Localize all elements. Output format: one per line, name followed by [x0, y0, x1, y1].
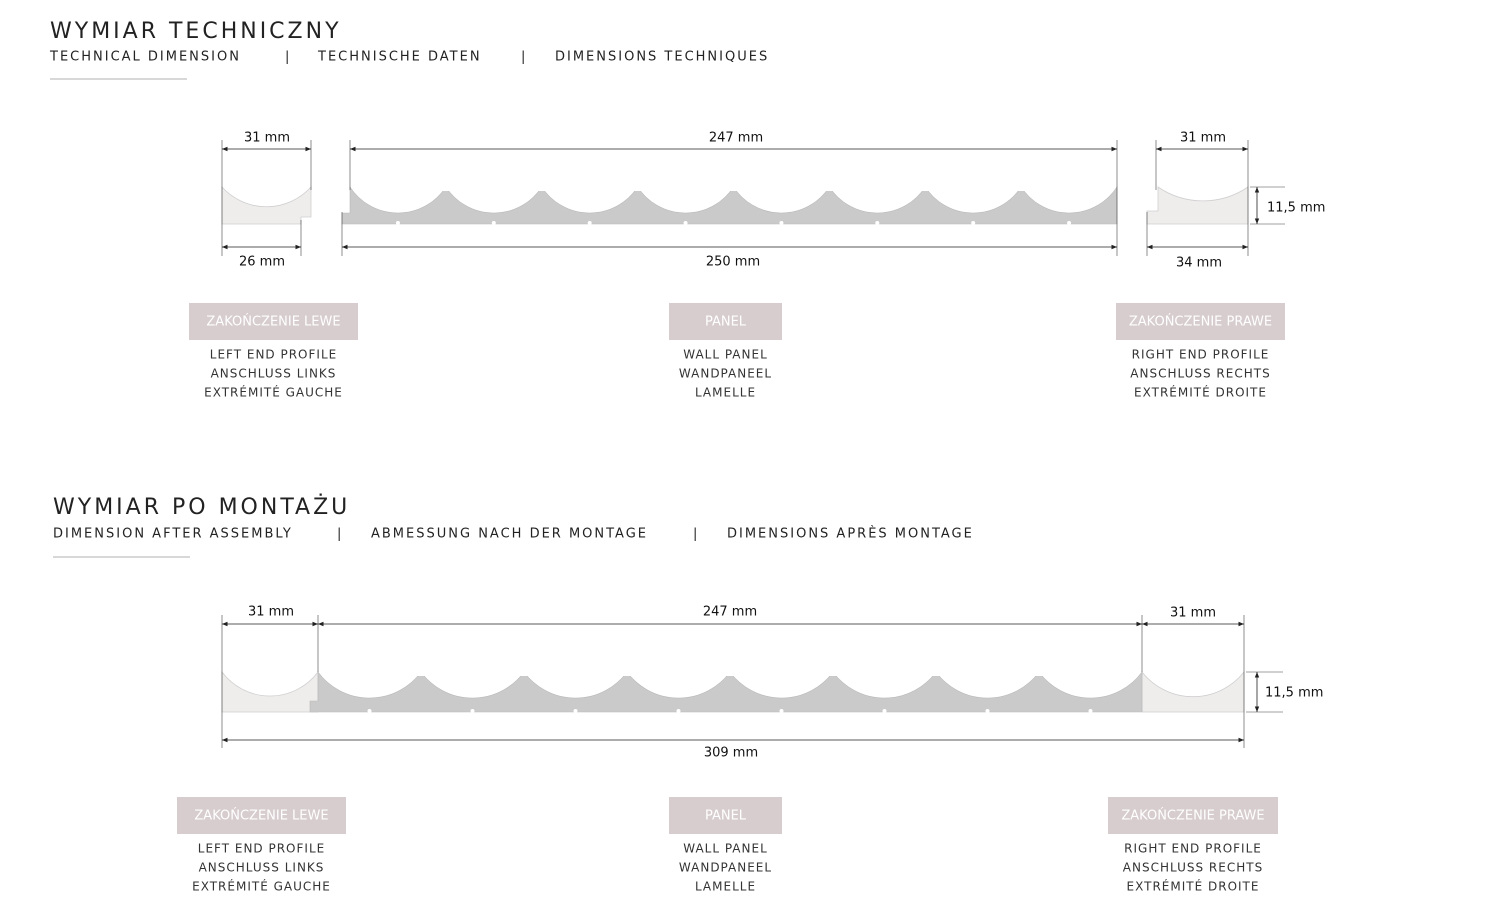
- item-line: ANSCHLUSS RECHTS: [1123, 861, 1263, 875]
- item-line: WANDPANEEL: [679, 861, 772, 875]
- item-line: LEFT END PROFILE: [198, 842, 325, 856]
- separator: |: [693, 527, 699, 542]
- panel-groove: [1067, 221, 1072, 225]
- dimension-label: 31 mm: [244, 131, 290, 146]
- badge: [177, 797, 346, 834]
- dimension-label: 26 mm: [239, 255, 285, 270]
- item-line: LAMELLE: [695, 880, 756, 894]
- separator: |: [285, 50, 291, 65]
- section-title: WYMIAR TECHNICZNY: [50, 19, 342, 44]
- badge-label: PANEL: [705, 809, 747, 824]
- dimension-label: 31 mm: [1180, 131, 1226, 146]
- section-subtitle: TECHNISCHE DATEN: [317, 50, 482, 65]
- panel-groove: [573, 709, 578, 713]
- separator: |: [521, 50, 527, 65]
- item-line: ANSCHLUSS LINKS: [199, 861, 325, 875]
- panel-notch: [932, 671, 940, 676]
- panel-notch: [829, 671, 837, 676]
- item-line: WANDPANEEL: [679, 367, 772, 381]
- item-line: LAMELLE: [695, 386, 756, 400]
- panel-profile: [309, 671, 1143, 713]
- badge: [669, 303, 782, 340]
- badge: [189, 303, 358, 340]
- panel-groove: [491, 221, 496, 225]
- panel-notch: [825, 186, 834, 191]
- separator: |: [337, 527, 343, 542]
- panel-groove: [683, 221, 688, 225]
- end-profile: [221, 185, 312, 225]
- panel-groove: [779, 709, 784, 713]
- panel-notch: [921, 186, 930, 191]
- item-line: LEFT END PROFILE: [210, 348, 337, 362]
- panel-groove: [971, 221, 976, 225]
- panel-notch: [633, 186, 642, 191]
- section-subtitle: ABMESSUNG NACH DER MONTAGE: [371, 527, 648, 542]
- panel-notch: [537, 186, 546, 191]
- panel-notch: [441, 186, 450, 191]
- item-line: RIGHT END PROFILE: [1124, 842, 1262, 856]
- panel-groove: [882, 709, 887, 713]
- badge-label: ZAKOŃCZENIE LEWE: [206, 314, 340, 330]
- panel-groove: [875, 221, 880, 225]
- dimension-label: 31 mm: [248, 605, 294, 620]
- badge-label: ZAKOŃCZENIE LEWE: [194, 808, 328, 824]
- panel-profile: [341, 185, 1118, 225]
- panel-groove: [1088, 709, 1093, 713]
- section-subtitle: TECHNICAL DIMENSION: [49, 50, 241, 65]
- item-line: ANSCHLUSS RECHTS: [1130, 367, 1270, 381]
- panel-groove: [676, 709, 681, 713]
- item-line: EXTRÉMITÉ GAUCHE: [204, 385, 343, 400]
- panel-notch: [417, 671, 425, 676]
- panel-notch: [729, 186, 738, 191]
- panel-notch: [520, 671, 528, 676]
- item-line: WALL PANEL: [683, 348, 768, 362]
- end-profile: [221, 670, 319, 713]
- panel-groove: [470, 709, 475, 713]
- dimension-label: 247 mm: [709, 131, 763, 146]
- badge: [1116, 303, 1285, 340]
- badge-label: PANEL: [705, 315, 747, 330]
- panel-groove: [367, 709, 372, 713]
- dimension-label: 247 mm: [703, 605, 757, 620]
- dimension-label: 31 mm: [1170, 606, 1216, 621]
- item-line: ANSCHLUSS LINKS: [211, 367, 337, 381]
- section-subtitle: DIMENSIONS TECHNIQUES: [555, 50, 769, 65]
- badge: [1108, 797, 1278, 834]
- item-line: EXTRÉMITÉ DROITE: [1127, 879, 1260, 894]
- panel-notch: [726, 671, 734, 676]
- end-profile: [1146, 186, 1249, 225]
- panel-groove: [587, 221, 592, 225]
- section-title: WYMIAR PO MONTAŻU: [53, 494, 350, 520]
- badge-label: ZAKOŃCZENIE PRAWE: [1121, 808, 1264, 824]
- end-profile: [1141, 670, 1245, 713]
- panel-groove: [985, 709, 990, 713]
- panel-groove: [395, 221, 400, 225]
- dimension-label: 250 mm: [706, 255, 760, 270]
- dimension-label: 34 mm: [1176, 256, 1222, 271]
- dimension-label: 11,5 mm: [1267, 201, 1325, 216]
- badge: [669, 797, 782, 834]
- dimension-label: 309 mm: [704, 746, 758, 761]
- item-line: WALL PANEL: [683, 842, 768, 856]
- section-subtitle: DIMENSIONS APRÈS MONTAGE: [727, 526, 974, 542]
- item-line: RIGHT END PROFILE: [1132, 348, 1270, 362]
- item-line: EXTRÉMITÉ GAUCHE: [192, 879, 331, 894]
- badge-label: ZAKOŃCZENIE PRAWE: [1129, 314, 1272, 330]
- section-subtitle: DIMENSION AFTER ASSEMBLY: [53, 527, 293, 542]
- panel-groove: [779, 221, 784, 225]
- dimension-label: 11,5 mm: [1265, 686, 1323, 701]
- panel-notch: [1035, 671, 1043, 676]
- panel-notch: [623, 671, 631, 676]
- item-line: EXTRÉMITÉ DROITE: [1134, 385, 1267, 400]
- panel-notch: [1017, 186, 1026, 191]
